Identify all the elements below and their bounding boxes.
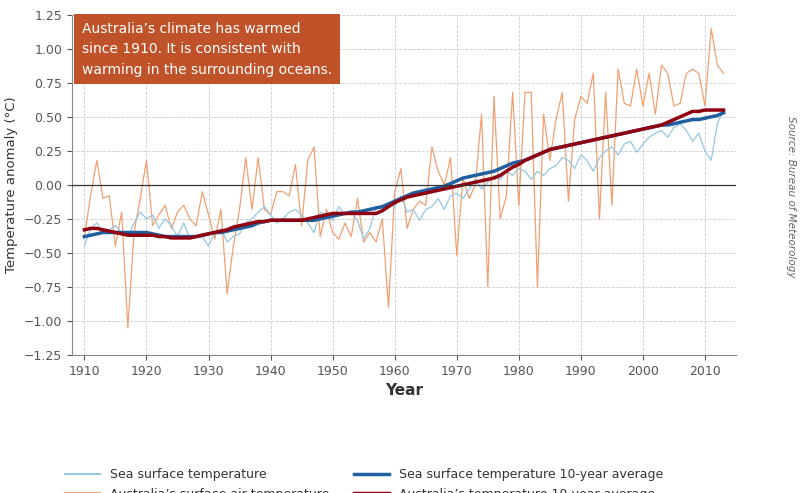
Y-axis label: Temperature anomaly (°C): Temperature anomaly (°C) xyxy=(6,97,18,273)
Text: Australia’s climate has warmed
since 1910. It is consistent with
warming in the : Australia’s climate has warmed since 191… xyxy=(82,22,332,77)
Text: Source: Bureau of Meteorology: Source: Bureau of Meteorology xyxy=(786,116,796,278)
Legend: Sea surface temperature, Australia’s surface air temperature, Sea surface temper: Sea surface temperature, Australia’s sur… xyxy=(60,463,669,493)
X-axis label: Year: Year xyxy=(385,383,423,398)
